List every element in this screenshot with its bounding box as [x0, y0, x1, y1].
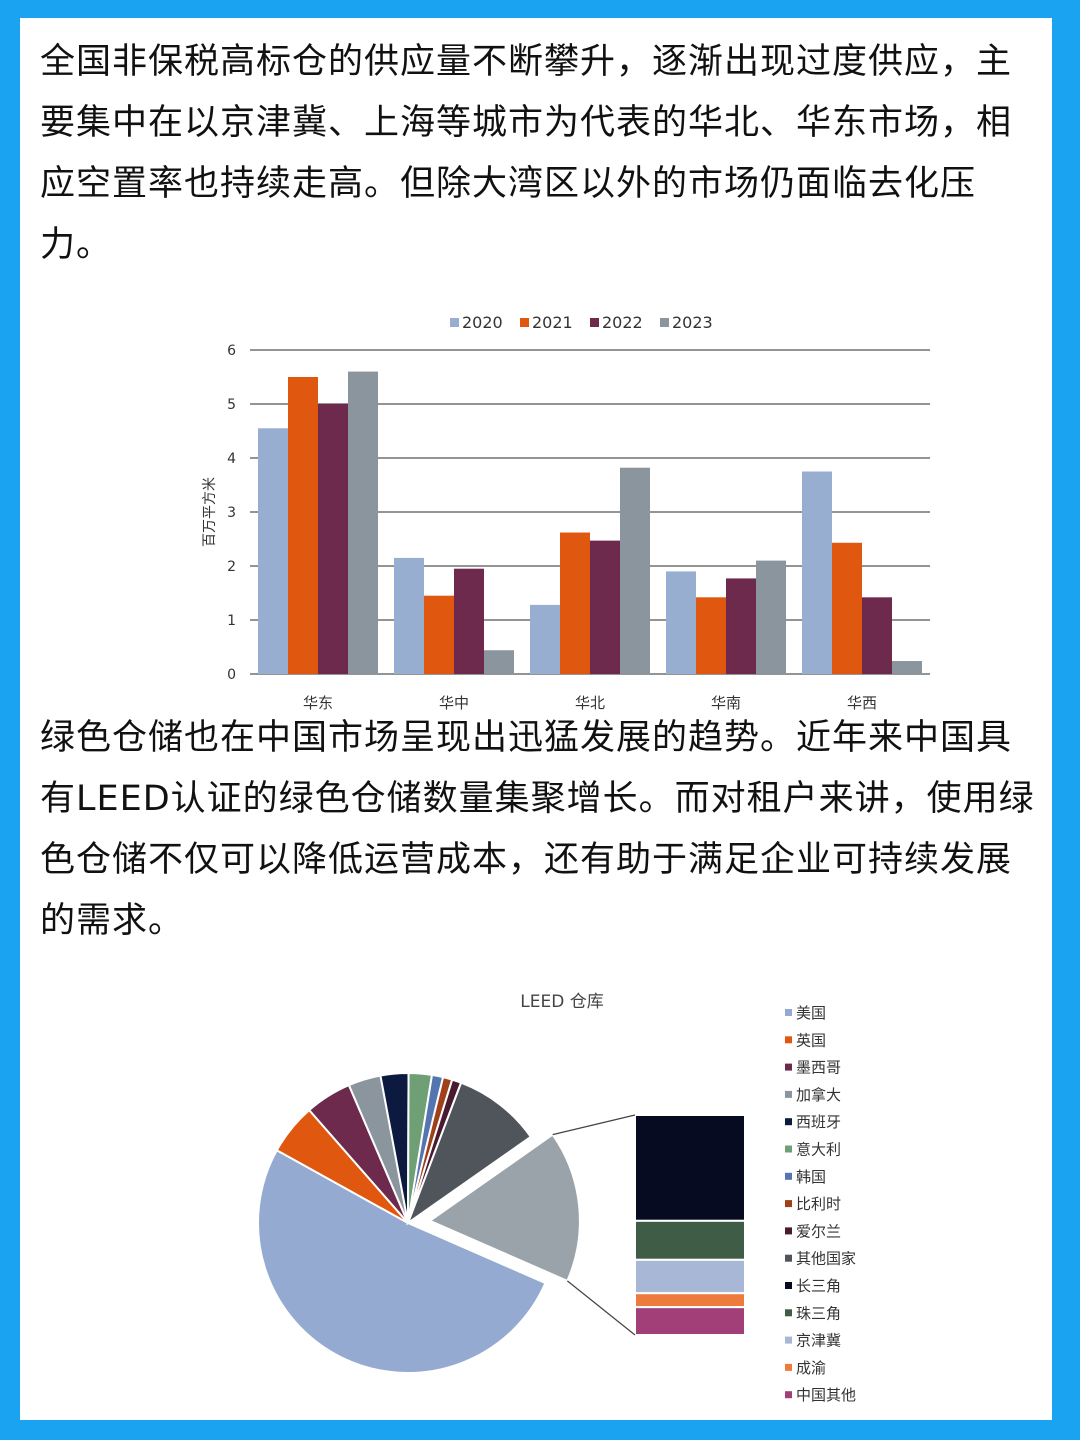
- legend-label: 2022: [602, 313, 643, 332]
- legend-swatch: [785, 1145, 792, 1153]
- legend-swatch: [785, 1309, 792, 1317]
- legend-label: 2020: [462, 313, 503, 332]
- legend-swatch: [785, 1391, 792, 1399]
- legend-label: 英国: [796, 1031, 826, 1049]
- legend-label: 意大利: [796, 1141, 841, 1159]
- bar: [590, 540, 620, 674]
- legend-swatch: [785, 1200, 792, 1208]
- breakdown-segment: [634, 1219, 746, 1261]
- legend-label: 墨西哥: [796, 1059, 841, 1077]
- legend-swatch: [785, 1254, 792, 1262]
- bar: [802, 471, 832, 674]
- breakdown-segment: [634, 1258, 746, 1295]
- bar: [862, 597, 892, 674]
- legend-swatch: [520, 318, 529, 327]
- y-tick-label: 3: [227, 505, 236, 521]
- y-axis-label: 百万平方米: [202, 477, 218, 547]
- bar: [530, 604, 560, 674]
- bar: [348, 371, 378, 674]
- legend-label: 2023: [672, 313, 713, 332]
- bar: [756, 560, 786, 674]
- bar: [832, 542, 862, 674]
- legend-swatch: [785, 1036, 792, 1044]
- bar: [318, 404, 348, 674]
- legend-swatch: [785, 1363, 792, 1371]
- pie-slice: [405, 1081, 533, 1226]
- legend-swatch: [785, 1090, 792, 1098]
- content-card: 全国非保税高标仓的供应量不断攀升，逐渐出现过度供应，主要集中在以京津冀、上海等城…: [20, 18, 1052, 1420]
- bar: [394, 557, 424, 674]
- breakdown-segment: [634, 1292, 746, 1309]
- x-tick-label: 华南: [711, 694, 741, 712]
- y-tick-label: 6: [227, 343, 236, 359]
- supply-bar-chart: 0 1 2 3 4 5 6 百万平方米 2020 2021 2022 2023 华东 华中 华北 华南 华西: [202, 313, 930, 712]
- y-tick-label: 4: [227, 451, 236, 467]
- intro-paragraph: 全国非保税高标仓的供应量不断攀升，逐渐出现过度供应，主要集中在以京津冀、上海等城…: [40, 42, 1013, 265]
- y-tick-label: 1: [227, 613, 236, 629]
- x-tick-label: 华西: [847, 694, 877, 712]
- legend-swatch: [785, 1227, 792, 1235]
- legend-label: 其他国家: [796, 1250, 856, 1268]
- connector-line: [566, 1280, 636, 1336]
- legend-swatch: [785, 1118, 792, 1126]
- bar: [892, 661, 922, 674]
- legend-label: 珠三角: [796, 1304, 841, 1322]
- connector-line: [552, 1114, 636, 1136]
- legend-label: 京津冀: [796, 1332, 841, 1350]
- bar: [560, 532, 590, 674]
- x-tick-label: 华中: [439, 694, 469, 712]
- legend-label: 2021: [532, 313, 573, 332]
- bar: [258, 428, 288, 674]
- legend-swatch: [785, 1172, 792, 1180]
- legend-swatch: [785, 1282, 792, 1289]
- y-tick-label: 5: [227, 397, 236, 413]
- bar: [666, 571, 696, 674]
- legend-label: 长三角: [796, 1277, 841, 1295]
- legend-label: 爱尔兰: [796, 1222, 841, 1240]
- legend-swatch: [785, 1063, 792, 1071]
- y-tick-label: 0: [227, 667, 236, 683]
- leed-pie-chart: LEED 仓库美国英国墨西哥加拿大西班牙意大利韩国比利时爱尔兰其他国家长三角珠三…: [257, 992, 856, 1404]
- green-warehouse-paragraph: 绿色仓储也在中国市场呈现出迅猛发展的趋势。近年来中国具有LEED认证的绿色仓储数…: [40, 718, 1035, 941]
- breakdown-segment: [634, 1114, 746, 1222]
- pie-slice: [427, 1133, 581, 1283]
- x-tick-label: 华东: [303, 694, 333, 712]
- bar: [620, 467, 650, 674]
- legend-label: 成渝: [796, 1359, 826, 1377]
- legend-swatch: [660, 318, 669, 327]
- legend-label: 韩国: [796, 1168, 826, 1186]
- legend-label: 西班牙: [796, 1113, 841, 1131]
- bar: [726, 578, 756, 674]
- x-tick-label: 华北: [575, 694, 605, 712]
- legend-label: 中国其他: [796, 1386, 856, 1404]
- legend-label: 美国: [796, 1004, 826, 1022]
- legend-swatch: [785, 1009, 792, 1016]
- legend-swatch: [785, 1336, 792, 1344]
- pie-slice: [257, 1148, 547, 1374]
- breakdown-segment: [634, 1306, 746, 1336]
- bar: [424, 595, 454, 674]
- legend-swatch: [450, 318, 459, 327]
- legend-label: 比利时: [796, 1195, 841, 1213]
- bar: [696, 597, 726, 674]
- y-tick-label: 2: [227, 559, 236, 575]
- pie-title: LEED 仓库: [520, 992, 603, 1012]
- bar: [454, 568, 484, 674]
- legend-swatch: [590, 318, 599, 327]
- bar: [484, 650, 514, 674]
- legend-label: 加拿大: [796, 1086, 841, 1104]
- bar: [288, 377, 318, 674]
